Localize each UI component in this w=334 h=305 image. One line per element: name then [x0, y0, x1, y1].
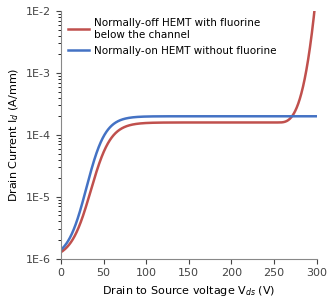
- Normally-off HEMT with fluorine
below the channel: [183, 121, 187, 124]
- Line: Normally-off HEMT with fluorine
below the channel: Normally-off HEMT with fluorine below th…: [61, 0, 317, 252]
- Normally-on HEMT without fluorine: [72, 227, 76, 231]
- Normally-off HEMT with fluorine
below the channel: [59, 250, 63, 254]
- Normally-on HEMT without fluorine: [315, 114, 319, 118]
- X-axis label: Drain to Source voltage V$_{ds}$ (V): Drain to Source voltage V$_{ds}$ (V): [102, 284, 276, 298]
- Normally-off HEMT with fluorine
below the channel: [307, 51, 311, 55]
- Y-axis label: Drain Current I$_d$ (A/mm): Drain Current I$_d$ (A/mm): [7, 68, 21, 202]
- Normally-off HEMT with fluorine
below the channel: [307, 52, 311, 56]
- Normally-on HEMT without fluorine: [176, 114, 180, 118]
- Normally-on HEMT without fluorine: [260, 114, 264, 118]
- Normally-on HEMT without fluorine: [59, 248, 63, 252]
- Line: Normally-on HEMT without fluorine: Normally-on HEMT without fluorine: [61, 116, 317, 250]
- Normally-off HEMT with fluorine
below the channel: [260, 121, 264, 124]
- Legend: Normally-off HEMT with fluorine
below the channel, Normally-on HEMT without fluo: Normally-off HEMT with fluorine below th…: [66, 16, 279, 58]
- Normally-off HEMT with fluorine
below the channel: [72, 235, 76, 239]
- Normally-on HEMT without fluorine: [307, 114, 311, 118]
- Normally-on HEMT without fluorine: [183, 114, 187, 118]
- Normally-off HEMT with fluorine
below the channel: [176, 121, 180, 124]
- Normally-on HEMT without fluorine: [307, 114, 311, 118]
